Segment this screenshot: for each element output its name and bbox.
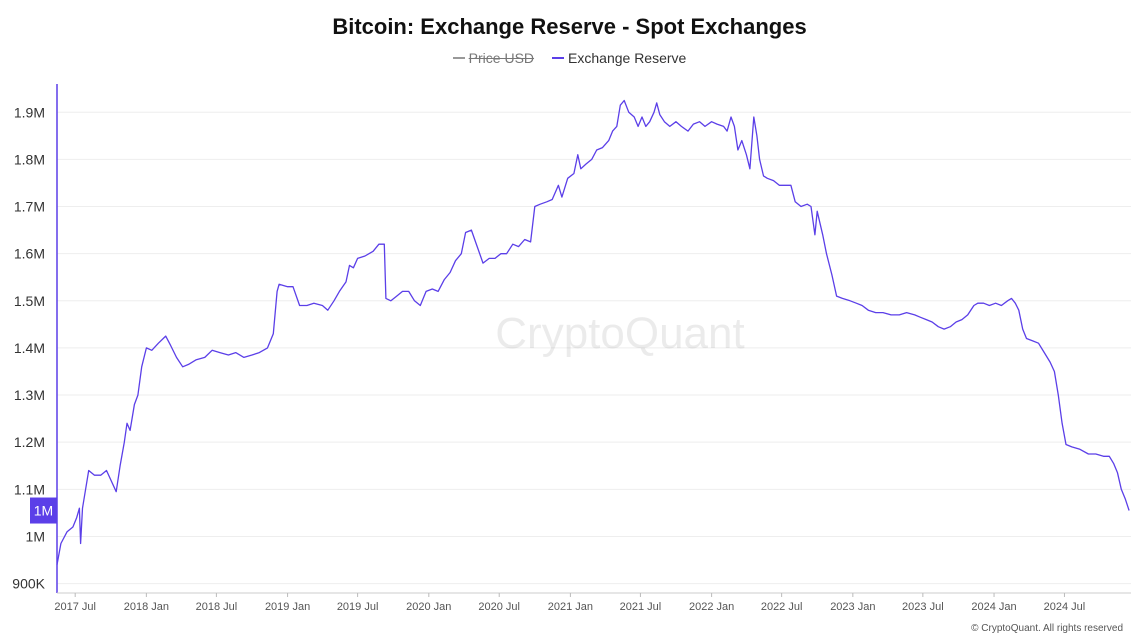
- y-tick-label: 1.2M: [14, 434, 45, 450]
- watermark: CryptoQuant: [495, 309, 744, 358]
- x-tick-label: 2023 Jan: [830, 601, 875, 613]
- y-tick-label: 1.4M: [14, 340, 45, 356]
- legend-item-exchange-reserve[interactable]: Exchange Reserve: [552, 50, 686, 66]
- y-tick-label: 1.1M: [14, 481, 45, 497]
- x-tick-label: 2022 Jan: [689, 601, 734, 613]
- x-tick-label: 2019 Jul: [337, 601, 379, 613]
- x-tick-label: 2021 Jul: [620, 601, 662, 613]
- y-tick-label: 1.7M: [14, 199, 45, 215]
- x-tick-label: 2017 Jul: [54, 601, 96, 613]
- x-tick-label: 2024 Jul: [1044, 601, 1086, 613]
- series-line-exchange-reserve: [56, 99, 1130, 565]
- legend-label-price-usd: Price USD: [468, 50, 535, 66]
- current-value-badge: [30, 497, 57, 524]
- y-tick-label: 1.5M: [14, 293, 45, 309]
- legend-swatch-price-usd: [452, 57, 465, 59]
- current-value-label: 1M: [34, 503, 53, 519]
- y-tick-label: 1.9M: [14, 104, 45, 120]
- legend-item-price-usd[interactable]: Price USD: [452, 50, 535, 66]
- y-tick-label: 1M: [26, 528, 45, 544]
- y-tick-label: 1.8M: [14, 151, 45, 167]
- chart-title: Bitcoin: Exchange Reserve - Spot Exchang…: [332, 14, 807, 39]
- legend-swatch-exchange-reserve: [552, 57, 565, 59]
- copyright-notice: © CryptoQuant. All rights reserved: [971, 623, 1123, 634]
- x-tick-label: 2020 Jan: [406, 601, 451, 613]
- chart-legend: Price USD Exchange Reserve: [0, 50, 1139, 66]
- y-tick-label: 1.3M: [14, 387, 45, 403]
- x-tick-label: 2022 Jul: [761, 601, 803, 613]
- x-tick-label: 2021 Jan: [548, 601, 593, 613]
- x-tick-label: 2019 Jan: [265, 601, 310, 613]
- legend-label-exchange-reserve: Exchange Reserve: [568, 50, 687, 66]
- x-tick-label: 2024 Jan: [971, 601, 1016, 613]
- x-tick-label: 2018 Jan: [124, 601, 169, 613]
- y-tick-label: 1.6M: [14, 246, 45, 262]
- x-tick-label: 2023 Jul: [902, 601, 944, 613]
- x-tick-label: 2020 Jul: [478, 601, 520, 613]
- x-tick-label: 2018 Jul: [196, 601, 238, 613]
- y-tick-label: 900K: [12, 576, 45, 592]
